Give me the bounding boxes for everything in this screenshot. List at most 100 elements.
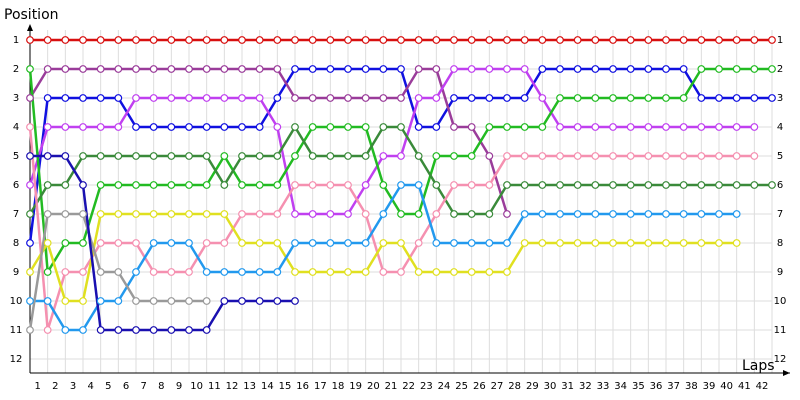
lap-point — [379, 94, 388, 102]
lap-point — [344, 152, 352, 160]
lap-point — [273, 36, 282, 44]
lap-point — [43, 123, 52, 131]
x-tick-label: 18 — [332, 381, 345, 392]
x-tick-label: 26 — [473, 381, 486, 392]
lap-point — [344, 210, 352, 218]
lap-point — [61, 268, 70, 276]
series-line — [28, 67, 509, 215]
lap-point — [361, 181, 370, 189]
lap-point — [379, 181, 388, 189]
lap-point — [114, 239, 123, 247]
lap-point — [326, 239, 335, 247]
lap-point — [573, 65, 582, 73]
lap-point — [432, 94, 441, 102]
x-tick-label: 4 — [87, 381, 93, 392]
lap-point — [61, 123, 70, 131]
lap-point — [114, 36, 123, 44]
lap-point — [414, 239, 423, 247]
x-tick-label: 19 — [349, 381, 362, 392]
lap-point — [96, 123, 105, 131]
lap-point — [591, 239, 600, 247]
lap-point — [26, 152, 34, 160]
lap-point — [220, 181, 229, 189]
x-tick-label: 33 — [597, 381, 610, 392]
lap-point — [556, 152, 564, 160]
lap-point — [114, 297, 123, 305]
lap-point — [679, 94, 688, 102]
lap-point — [732, 239, 741, 247]
x-tick-label: 41 — [738, 381, 751, 392]
lap-point — [467, 268, 476, 276]
lap-point — [715, 152, 723, 160]
lap-point — [732, 152, 741, 160]
lap-point — [662, 94, 670, 102]
y-axis-arrow — [27, 24, 33, 31]
lap-point — [255, 268, 264, 276]
lap-point — [520, 36, 529, 44]
lap-point — [326, 268, 335, 276]
lap-point — [450, 65, 458, 73]
lap-point — [43, 65, 52, 73]
x-tick-label: 20 — [367, 381, 380, 392]
lap-point — [149, 239, 158, 247]
lap-point — [715, 181, 723, 189]
lap-point — [538, 239, 547, 247]
lap-point — [538, 36, 547, 44]
lap-point — [238, 268, 246, 276]
x-tick-label: 14 — [261, 381, 274, 392]
lap-point — [326, 210, 335, 218]
lap-point — [432, 239, 441, 247]
lap-point — [202, 152, 211, 160]
lap-point — [715, 239, 723, 247]
lap-point — [750, 181, 759, 189]
lap-point — [149, 152, 158, 160]
lap-point — [202, 210, 211, 218]
lap-point — [397, 181, 405, 189]
y-tick-label: 2 — [13, 64, 19, 75]
lap-point — [202, 65, 211, 73]
lap-point — [26, 268, 34, 276]
lap-point — [167, 181, 176, 189]
lap-point — [697, 36, 706, 44]
y2-tick-label: 3 — [777, 93, 783, 104]
lap-point — [467, 36, 476, 44]
lap-point — [185, 268, 193, 276]
lap-point — [432, 210, 441, 218]
lap-point — [732, 94, 741, 102]
x-tick-label: 39 — [703, 381, 716, 392]
x-tick-label: 17 — [314, 381, 327, 392]
lap-point — [238, 94, 246, 102]
lap-point — [26, 326, 34, 334]
lap-point — [79, 297, 87, 305]
lap-point — [467, 239, 476, 247]
lap-point — [379, 123, 388, 131]
lap-point — [291, 181, 299, 189]
lap-point — [61, 326, 70, 334]
lap-point — [556, 123, 564, 131]
lap-point — [61, 152, 70, 160]
lap-point — [185, 123, 193, 131]
lap-point — [626, 239, 635, 247]
lap-point — [662, 239, 670, 247]
lap-point — [43, 326, 52, 334]
y2-tick-label: 7 — [777, 209, 783, 220]
lap-point — [644, 36, 653, 44]
lap-point — [697, 210, 706, 218]
y2-tick-label: 6 — [777, 180, 783, 191]
lap-point — [326, 123, 335, 131]
lap-point — [114, 268, 123, 276]
lap-point — [503, 181, 511, 189]
lap-point — [432, 65, 441, 73]
lap-point — [344, 65, 352, 73]
lap-point — [485, 94, 494, 102]
lap-point — [291, 65, 299, 73]
lap-point — [715, 36, 723, 44]
x-tick-label: 34 — [614, 381, 627, 392]
lap-point — [644, 94, 653, 102]
lap-point — [220, 297, 229, 305]
lap-point — [79, 152, 87, 160]
lap-point — [414, 268, 423, 276]
lap-point — [715, 94, 723, 102]
lap-point — [273, 65, 282, 73]
lap-point — [132, 181, 140, 189]
